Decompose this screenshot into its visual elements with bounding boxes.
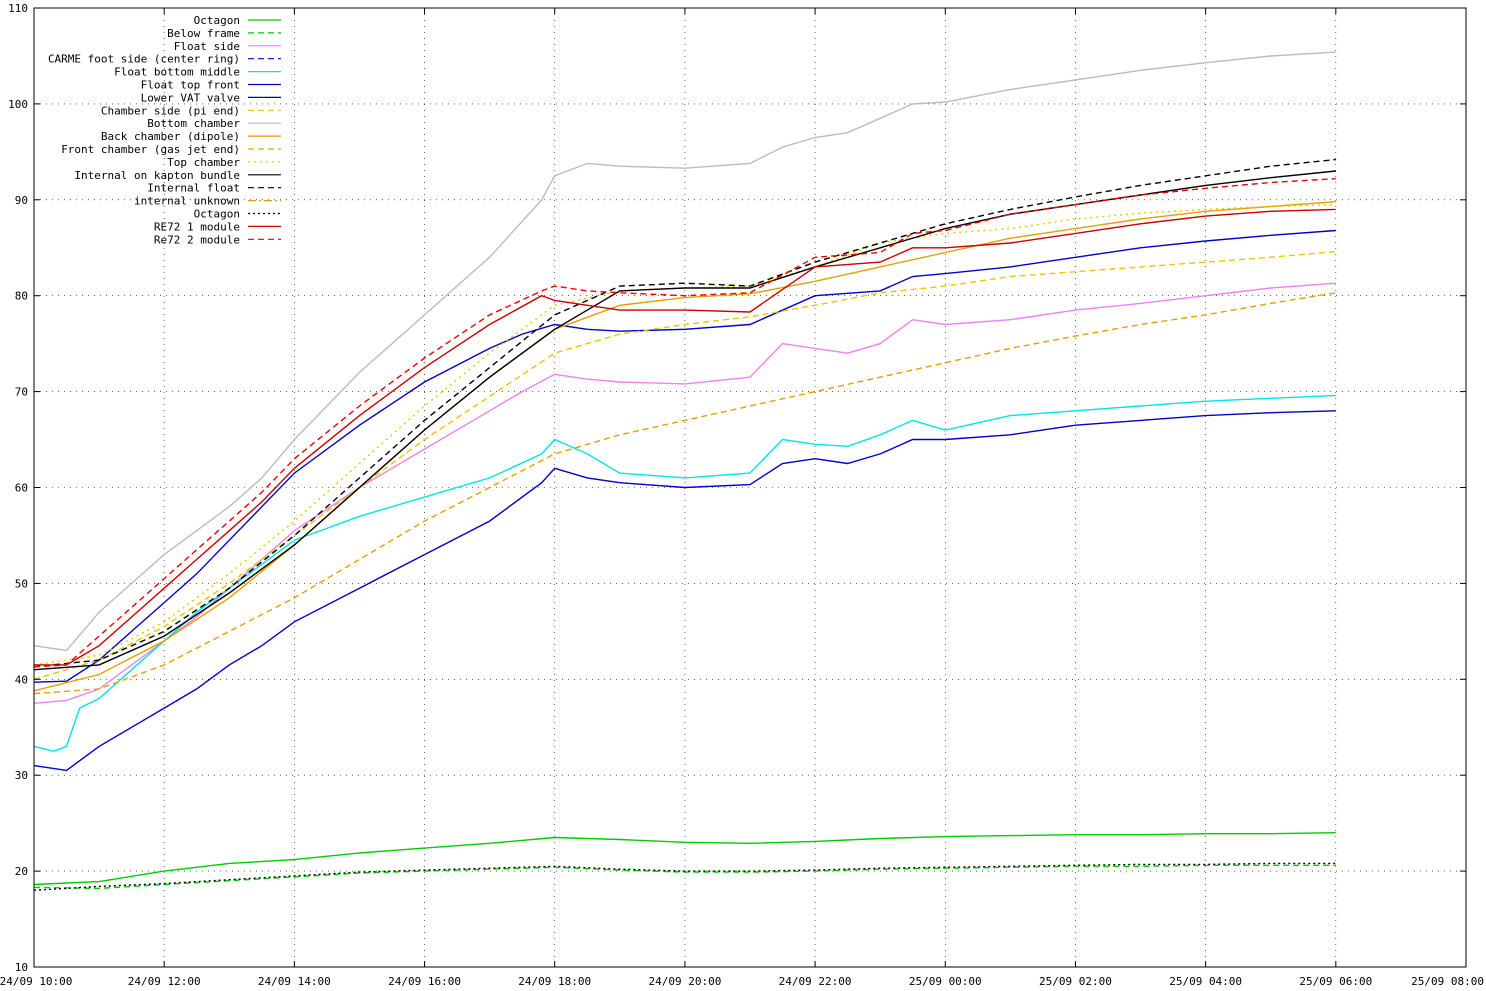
- legend-label: RE72 1 module: [154, 220, 240, 233]
- legend-label: Re72 2 module: [154, 233, 240, 246]
- series-line: [33, 292, 1336, 695]
- series-line: [33, 864, 1336, 890]
- legend-label: Float top front: [141, 79, 240, 92]
- x-axis: 24/09 10:00 24/09 12:00 24/09 14:00 24/09 1…: [0, 8, 1484, 988]
- x-tick-label: 25/09 00:00: [909, 975, 982, 988]
- legend-label: Internal on kapton bundle: [74, 169, 240, 182]
- series-line: [33, 832, 1336, 886]
- series-line: [33, 158, 1336, 668]
- series-line: [33, 250, 1336, 680]
- legend-label: Float bottom middle: [114, 66, 240, 79]
- legend-label: Below frame: [167, 27, 240, 40]
- x-tick-label: 24/09 20:00: [648, 975, 721, 988]
- legend-label: CARME foot side (center ring): [48, 53, 240, 66]
- series-line: [33, 394, 1336, 752]
- x-tick-label: 24/09 12:00: [128, 975, 201, 988]
- y-tick-label: 110: [8, 2, 28, 15]
- legend-label: Back chamber (dipole): [101, 130, 240, 143]
- x-tick-label: 25/09 04:00: [1169, 975, 1242, 988]
- legend-label: Float side: [174, 40, 240, 53]
- x-tick-label: 24/09 14:00: [258, 975, 331, 988]
- x-tick-label: 25/09 08:00: [1411, 975, 1484, 988]
- series-line: [33, 282, 1336, 704]
- series-line: [33, 51, 1336, 652]
- y-tick-label: 30: [15, 769, 28, 782]
- series-lines: [33, 51, 1336, 891]
- x-tick-label: 24/09 16:00: [388, 975, 461, 988]
- y-tick-label: 50: [15, 577, 28, 590]
- y-tick-label: 40: [15, 673, 28, 686]
- x-tick-label: 24/09 22:00: [779, 975, 852, 988]
- legend-label: Lower VAT valve: [141, 91, 240, 104]
- y-tick-label: 80: [15, 290, 28, 303]
- legend-label: Bottom chamber: [147, 117, 240, 130]
- x-tick-label: 25/09 06:00: [1299, 975, 1372, 988]
- series-line: [33, 170, 1336, 671]
- y-tick-label: 70: [15, 386, 28, 399]
- series-line: [33, 178, 1336, 668]
- x-tick-label: 24/09 18:00: [518, 975, 591, 988]
- legend-label: Octagon: [194, 14, 240, 27]
- grid: [34, 8, 1466, 967]
- y-tick-label: 90: [15, 194, 28, 207]
- series-line: [33, 201, 1336, 692]
- plot-frame: [33, 7, 1467, 968]
- y-tick-label: 100: [8, 98, 28, 111]
- legend-label: internal unknown: [134, 195, 240, 208]
- series-line: [34, 208, 1336, 666]
- series-line: [33, 229, 1336, 683]
- y-tick-label: 60: [15, 482, 28, 495]
- x-tick-label: 24/09 10:00: [0, 975, 72, 988]
- x-tick-label: 25/09 02:00: [1039, 975, 1112, 988]
- y-tick-label: 10: [15, 961, 28, 974]
- legend-label: Chamber side (pi end): [101, 104, 240, 117]
- series-line: [33, 862, 1336, 891]
- legend-label: Top chamber: [167, 156, 240, 169]
- series-line: [33, 410, 1336, 772]
- series-line: [33, 203, 1336, 666]
- y-axis: 10 20 30 40 50 60 70 80 90 100 110: [8, 2, 1466, 974]
- y-tick-label: 20: [15, 865, 28, 878]
- legend-label: Octagon: [194, 208, 240, 221]
- legend-label: Front chamber (gas jet end): [61, 143, 240, 156]
- legend-label: Internal float: [147, 182, 240, 195]
